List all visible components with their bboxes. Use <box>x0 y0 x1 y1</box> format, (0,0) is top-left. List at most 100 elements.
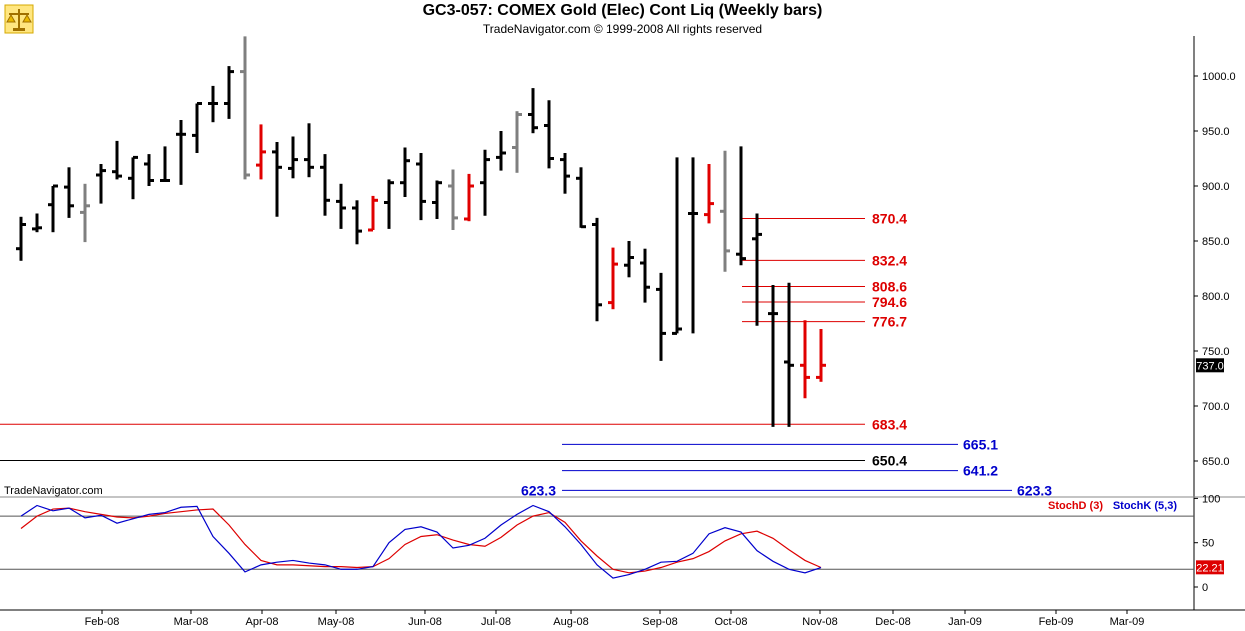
x-tick-label: Jul-08 <box>481 616 511 628</box>
level-label-776.7: 776.7 <box>872 314 907 330</box>
ohlc-bar <box>784 282 794 427</box>
ohlc-bar <box>64 167 74 218</box>
ohlc-bar <box>512 111 522 173</box>
level-label-641.2: 641.2 <box>963 463 998 479</box>
x-tick-label: Apr-08 <box>245 616 278 628</box>
ohlc-bar <box>272 142 282 217</box>
ohlc-bar <box>192 102 202 153</box>
legend-stochk: StochK (5,3) <box>1113 500 1178 512</box>
ohlc-bar <box>80 183 90 243</box>
level-label-623.3: 623.3 <box>1017 482 1052 498</box>
y-tick-label: 800.0 <box>1202 291 1230 303</box>
ohlc-bar <box>800 320 810 399</box>
y-tick-label: 750.0 <box>1202 346 1230 358</box>
last-price-label: 737.0 <box>1196 360 1224 372</box>
ohlc-bar <box>448 169 458 230</box>
ohlc-bar <box>720 150 730 272</box>
x-tick-label: Feb-09 <box>1039 616 1074 628</box>
ohlc-bar <box>224 66 234 119</box>
ohlc-bar <box>688 157 698 334</box>
y-tick-label: 900.0 <box>1202 181 1230 193</box>
ohlc-bar <box>16 216 26 261</box>
x-tick-label: Mar-09 <box>1110 616 1145 628</box>
last-price-box <box>1196 358 1224 373</box>
ohlc-bar <box>336 183 346 229</box>
ohlc-bar <box>160 146 170 182</box>
copyright-subtitle: TradeNavigator.com © 1999-2008 All right… <box>482 22 763 36</box>
stoch-last-box <box>1196 560 1224 575</box>
ohlc-bar <box>736 146 746 266</box>
ohlc-bar <box>256 124 266 180</box>
level-label-650.4: 650.4 <box>872 453 907 469</box>
legend-stochd: StochD (3) <box>1048 500 1103 512</box>
stoch-y-tick-label: 100 <box>1202 493 1220 505</box>
x-tick-label: May-08 <box>318 616 355 628</box>
ohlc-bar <box>144 154 154 186</box>
stoch-y-tick-label: 0 <box>1202 582 1208 594</box>
ohlc-bar <box>384 179 394 229</box>
ohlc-bar <box>752 213 762 326</box>
ohlc-bar <box>560 153 570 194</box>
level-label-832.4: 832.4 <box>872 252 907 268</box>
ohlc-bar <box>496 131 506 171</box>
ohlc-bar <box>480 149 490 216</box>
chart-title: GC3-057: COMEX Gold (Elec) Cont Liq (Wee… <box>422 2 823 19</box>
stoch-series-d <box>20 507 822 574</box>
ohlc-bar <box>816 329 826 382</box>
ohlc-bar <box>240 36 250 180</box>
y-tick-label: 650.0 <box>1202 456 1230 468</box>
stoch-y-tick-label: 50 <box>1202 538 1214 550</box>
y-tick-label: 950.0 <box>1202 126 1230 138</box>
level-label-683.4: 683.4 <box>872 416 907 432</box>
ohlc-bar <box>672 157 682 335</box>
ohlc-bar <box>656 272 666 361</box>
ohlc-bar <box>128 155 138 200</box>
ohlc-bar <box>288 136 298 179</box>
ohlc-bar <box>768 285 778 427</box>
x-tick-label: Feb-08 <box>85 616 120 628</box>
ohlc-bar <box>400 147 410 197</box>
ohlc-bar <box>704 164 714 224</box>
ohlc-bar <box>432 180 442 219</box>
level-label-794.6: 794.6 <box>872 294 907 310</box>
ohlc-bar <box>544 100 554 169</box>
y-tick-label: 700.0 <box>1202 401 1230 413</box>
gold-scales-icon[interactable] <box>4 4 34 34</box>
ohlc-bar <box>176 120 186 185</box>
stoch-series-k <box>20 504 822 579</box>
y-tick-label: 1000.0 <box>1202 71 1236 83</box>
ohlc-bar <box>304 123 314 178</box>
ohlc-bar <box>112 140 122 180</box>
level-label-808.6: 808.6 <box>872 279 907 295</box>
ohlc-bar <box>624 241 634 278</box>
level-label-left-623.3: 623.3 <box>521 482 556 498</box>
y-tick-label: 850.0 <box>1202 236 1230 248</box>
ohlc-bar <box>368 195 378 232</box>
stoch-last-label: 22.21 <box>1196 562 1224 574</box>
ohlc-bar <box>576 167 586 229</box>
ohlc-bar <box>208 85 218 123</box>
ohlc-bar <box>416 153 426 221</box>
level-label-870.4: 870.4 <box>872 211 907 227</box>
x-tick-label: Jun-08 <box>408 616 442 628</box>
x-tick-label: Aug-08 <box>553 616 588 628</box>
watermark-label: TradeNavigator.com <box>4 485 103 497</box>
x-tick-label: Dec-08 <box>875 616 910 628</box>
ohlc-bar <box>464 173 474 222</box>
level-label-665.1: 665.1 <box>963 436 998 452</box>
x-tick-label: Jan-09 <box>948 616 982 628</box>
x-tick-label: Sep-08 <box>642 616 677 628</box>
ohlc-bar <box>48 184 58 233</box>
x-tick-label: Oct-08 <box>714 616 747 628</box>
ohlc-bar <box>352 200 362 245</box>
x-tick-label: Nov-08 <box>802 616 837 628</box>
x-tick-label: Mar-08 <box>174 616 209 628</box>
ohlc-bar <box>640 248 650 303</box>
ohlc-bar <box>608 247 618 310</box>
ohlc-bar <box>32 213 42 233</box>
ohlc-bar <box>592 217 602 322</box>
ohlc-bar <box>96 164 106 204</box>
ohlc-bar <box>320 154 330 216</box>
